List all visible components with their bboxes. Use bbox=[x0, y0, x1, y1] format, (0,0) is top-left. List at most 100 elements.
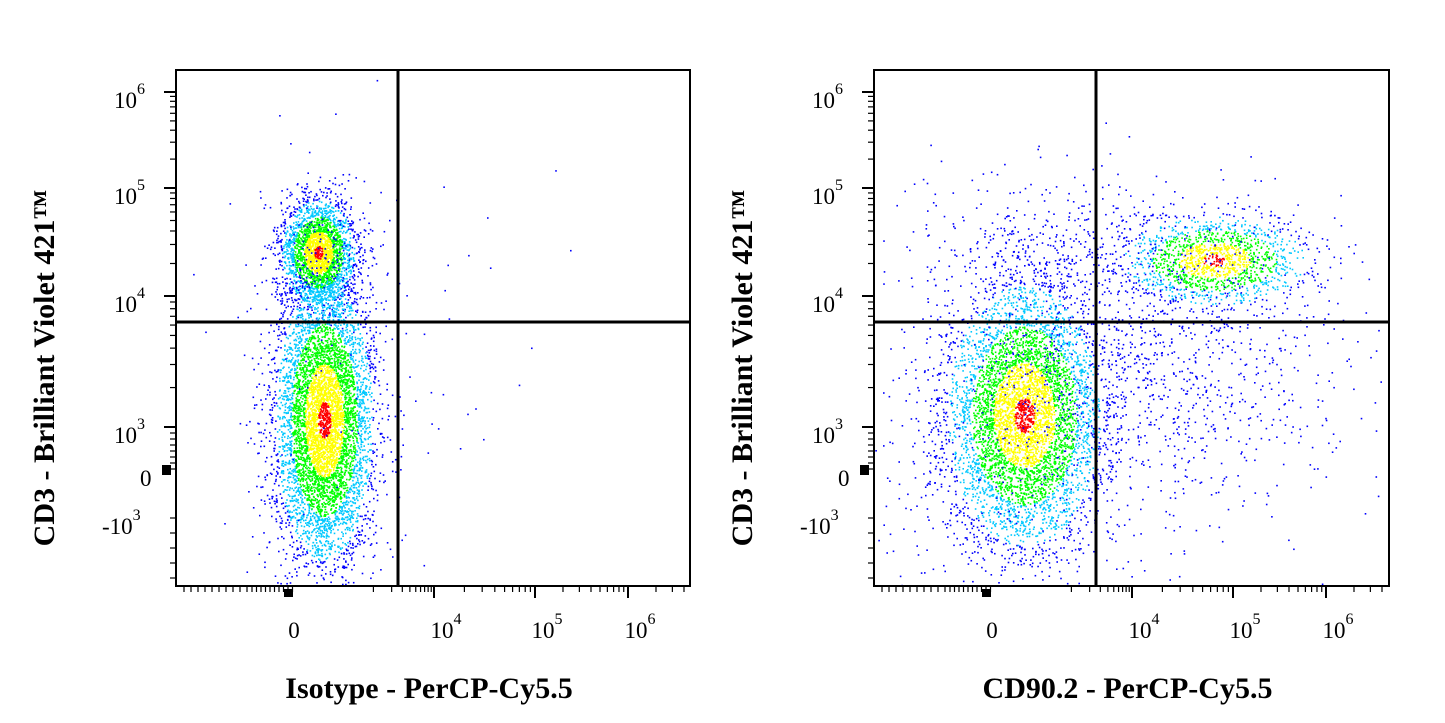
event-dot bbox=[346, 252, 348, 254]
event-dot bbox=[312, 249, 315, 252]
event-dot bbox=[300, 230, 302, 233]
event-dot bbox=[320, 201, 323, 204]
event-dot bbox=[304, 263, 306, 265]
event-dot bbox=[326, 517, 328, 520]
event-dot bbox=[359, 345, 362, 347]
event-dot bbox=[273, 441, 276, 443]
event-dot bbox=[318, 230, 321, 232]
event-dot bbox=[314, 519, 317, 522]
event-dot bbox=[311, 261, 313, 263]
event-dot bbox=[341, 302, 344, 305]
event-dot bbox=[291, 247, 293, 250]
event-dot bbox=[360, 474, 363, 477]
event-dot bbox=[344, 258, 346, 260]
event-dot bbox=[318, 180, 320, 183]
event-dot bbox=[333, 485, 336, 488]
event-dot bbox=[318, 237, 321, 240]
event-dot bbox=[313, 450, 316, 453]
event-dot bbox=[358, 531, 361, 533]
event-dot bbox=[309, 350, 312, 352]
event-dot bbox=[331, 259, 334, 261]
event-dot bbox=[264, 204, 267, 206]
event-dot bbox=[310, 281, 312, 284]
event-dot bbox=[325, 203, 327, 205]
event-dot bbox=[275, 233, 278, 236]
event-dot bbox=[303, 475, 305, 477]
event-dot bbox=[310, 306, 313, 309]
event-dot bbox=[321, 341, 324, 344]
event-dot bbox=[337, 203, 340, 206]
event-dot bbox=[293, 305, 295, 308]
event-dot bbox=[279, 526, 281, 528]
event-dot bbox=[334, 281, 337, 283]
event-dot bbox=[308, 151, 311, 154]
event-dot bbox=[343, 258, 345, 261]
event-dot bbox=[333, 217, 336, 220]
event-dot bbox=[296, 519, 298, 522]
event-dot bbox=[313, 486, 315, 489]
event-dot bbox=[258, 383, 261, 385]
event-dot bbox=[306, 404, 309, 406]
event-dot bbox=[333, 230, 335, 232]
event-dot bbox=[342, 278, 345, 280]
event-dot bbox=[364, 535, 367, 537]
event-dot bbox=[311, 240, 314, 242]
event-dot bbox=[277, 334, 279, 337]
event-dot bbox=[311, 393, 313, 396]
event-dot bbox=[320, 219, 322, 222]
event-dot bbox=[327, 250, 330, 252]
event-dot bbox=[335, 349, 337, 351]
event-dot bbox=[295, 293, 297, 295]
event-dot bbox=[298, 209, 300, 212]
event-dot bbox=[318, 246, 321, 248]
event-dot bbox=[282, 502, 285, 504]
event-dot bbox=[321, 212, 323, 215]
event-dot bbox=[289, 394, 291, 396]
event-dot bbox=[294, 495, 296, 497]
event-dot bbox=[327, 206, 329, 209]
event-dot bbox=[313, 248, 315, 251]
event-dot bbox=[328, 291, 331, 293]
event-dot bbox=[318, 272, 320, 275]
event-dot bbox=[350, 468, 353, 471]
event-dot bbox=[321, 224, 324, 226]
event-dot bbox=[340, 537, 342, 540]
event-dot bbox=[300, 282, 302, 285]
event-dot bbox=[354, 298, 356, 300]
event-dot bbox=[344, 310, 346, 313]
event-dot bbox=[325, 216, 327, 218]
event-dot bbox=[314, 475, 317, 478]
event-dot bbox=[326, 354, 329, 357]
event-dot bbox=[269, 409, 271, 411]
event-dot bbox=[295, 289, 298, 291]
event-dot bbox=[341, 295, 343, 298]
event-dot bbox=[293, 237, 295, 239]
event-dot bbox=[342, 535, 344, 537]
event-dot bbox=[348, 421, 351, 423]
event-dot bbox=[319, 509, 321, 512]
event-dot bbox=[307, 450, 309, 452]
event-dot bbox=[316, 251, 318, 254]
event-dot bbox=[313, 259, 316, 261]
event-dot bbox=[296, 257, 298, 259]
event-dot bbox=[299, 242, 302, 244]
event-dot bbox=[329, 329, 332, 331]
event-dot bbox=[318, 352, 320, 355]
event-dot bbox=[314, 466, 317, 469]
event-dot bbox=[274, 281, 277, 284]
event-dot bbox=[315, 253, 318, 255]
event-dot bbox=[320, 208, 322, 210]
event-dot bbox=[345, 566, 348, 569]
event-dot bbox=[309, 288, 311, 290]
event-dot bbox=[348, 270, 350, 273]
event-dot bbox=[316, 232, 318, 234]
event-dot bbox=[354, 363, 357, 365]
event-dot bbox=[281, 190, 283, 192]
event-dot bbox=[355, 534, 358, 536]
event-dot bbox=[307, 230, 309, 232]
event-dot bbox=[349, 237, 352, 239]
event-dot bbox=[352, 355, 354, 358]
event-dot bbox=[320, 289, 323, 292]
event-dot bbox=[304, 233, 306, 236]
event-dot bbox=[271, 497, 273, 500]
